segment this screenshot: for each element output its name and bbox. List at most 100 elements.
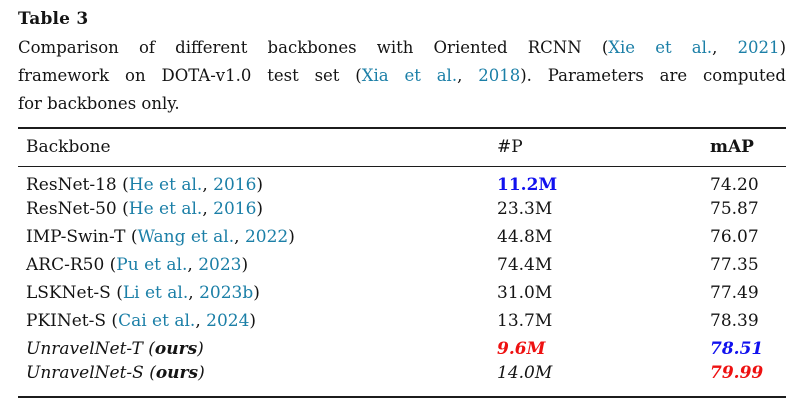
text-segment: )	[256, 198, 264, 219]
text-segment: ,	[712, 38, 738, 57]
text-segment: ,	[188, 282, 200, 303]
map-cell: 76.07	[710, 223, 786, 251]
params-value: 11.2M	[497, 174, 558, 195]
map-value: 77.35	[710, 254, 759, 275]
citation-link[interactable]: 2024	[206, 310, 250, 331]
text-segment: ,	[195, 310, 207, 331]
backbone-cell: UnravelNet-T (ours)	[18, 335, 497, 363]
text-segment: )	[288, 226, 295, 247]
citation-link[interactable]: Xia et al.	[361, 66, 458, 85]
backbone-cell: IMP-Swin-T (Wang et al., 2022)	[18, 223, 497, 251]
text-segment: )	[256, 174, 264, 195]
params-cell: 23.3M	[497, 195, 710, 223]
table-row: ResNet-50 (He et al., 2016) 23.3M 75.87	[18, 195, 786, 223]
column-header-backbone: Backbone	[18, 127, 497, 167]
citation-link[interactable]: He et al.	[128, 174, 203, 195]
map-value: 78.39	[710, 310, 759, 331]
citation-link[interactable]: 2021	[737, 38, 780, 57]
text-segment: )	[241, 254, 249, 275]
text-segment: for backbones only.	[18, 94, 180, 113]
params-cell: 44.8M	[497, 223, 710, 251]
citation-link[interactable]: 2023	[198, 254, 242, 275]
citation-link[interactable]: Li et al.	[122, 282, 189, 303]
params-value: 23.3M	[497, 198, 553, 219]
backbone-cell: LSKNet-S (Li et al., 2023b)	[18, 279, 497, 307]
caption-line: for backbones only.	[18, 90, 786, 118]
citation-link[interactable]: Pu et al.	[116, 254, 188, 275]
map-value: 77.49	[710, 282, 759, 303]
params-value: 44.8M	[497, 226, 553, 247]
map-cell: 77.49	[710, 279, 786, 307]
text-segment: UnravelNet-T (	[26, 338, 155, 359]
column-header-map: mAP	[710, 127, 786, 167]
map-value: 79.99	[710, 362, 764, 383]
citation-link[interactable]: Wang et al.	[137, 226, 235, 247]
citation-link[interactable]: Xie et al.	[608, 38, 713, 57]
citation-link[interactable]: He et al.	[128, 198, 203, 219]
text-segment: ResNet-50 (	[26, 198, 129, 219]
citation-link[interactable]: 2018	[478, 66, 521, 85]
citation-link[interactable]: 2023b	[199, 282, 254, 303]
backbone-comparison-table: Backbone #P mAP ResNet-18 (He et al., 20…	[18, 127, 786, 398]
map-cell: 74.20	[710, 166, 786, 195]
map-value: 78.51	[710, 338, 764, 359]
text-segment: ,	[457, 66, 479, 85]
text-segment: ,	[202, 198, 214, 219]
caption-line: framework on DOTA-v1.0 test set (Xia et …	[18, 62, 786, 90]
map-cell: 78.39	[710, 307, 786, 335]
text-segment: ,	[234, 226, 245, 247]
text-segment: )	[253, 282, 260, 303]
table-row: UnravelNet-S (ours) 14.0M 79.99	[18, 362, 786, 398]
params-value: 14.0M	[497, 362, 553, 383]
citation-link[interactable]: 2016	[213, 198, 257, 219]
caption-line: Comparison of different backbones with O…	[18, 34, 786, 62]
backbone-cell: ResNet-18 (He et al., 2016)	[18, 166, 497, 195]
backbone-cell: ResNet-50 (He et al., 2016)	[18, 195, 497, 223]
params-cell: 74.4M	[497, 251, 710, 279]
table-row: IMP-Swin-T (Wang et al., 2022) 44.8M 76.07	[18, 223, 786, 251]
backbone-cell: PKINet-S (Cai et al., 2024)	[18, 307, 497, 335]
params-value: 13.7M	[497, 310, 553, 331]
table-row: UnravelNet-T (ours) 9.6M 78.51	[18, 335, 786, 363]
table-header-row: Backbone #P mAP	[18, 127, 786, 167]
text-segment: ours	[154, 338, 198, 359]
table-caption: Comparison of different backbones with O…	[18, 34, 786, 118]
text-segment: IMP-Swin-T (	[26, 226, 138, 247]
text-segment: )	[779, 38, 786, 57]
citation-link[interactable]: 2022	[244, 226, 289, 247]
table-row: ARC-R50 (Pu et al., 2023) 74.4M 77.35	[18, 251, 786, 279]
citation-link[interactable]: 2016	[213, 174, 257, 195]
text-segment: LSKNet-S (	[26, 282, 123, 303]
params-value: 31.0M	[497, 282, 553, 303]
backbone-cell: ARC-R50 (Pu et al., 2023)	[18, 251, 497, 279]
params-cell: 9.6M	[497, 335, 710, 363]
text-segment: framework on DOTA-v1.0 test set (	[18, 66, 362, 85]
text-segment: )	[197, 338, 204, 359]
text-segment: ,	[187, 254, 199, 275]
table-row: PKINet-S (Cai et al., 2024) 13.7M 78.39	[18, 307, 786, 335]
text-segment: ARC-R50 (	[26, 254, 117, 275]
params-cell: 13.7M	[497, 307, 710, 335]
params-cell: 11.2M	[497, 166, 710, 195]
map-cell: 77.35	[710, 251, 786, 279]
table-row: LSKNet-S (Li et al., 2023b) 31.0M 77.49	[18, 279, 786, 307]
text-segment: Comparison of different backbones with O…	[18, 38, 609, 57]
text-segment: )	[249, 310, 257, 331]
text-segment: UnravelNet-S (	[26, 362, 156, 383]
text-segment: ours	[155, 362, 199, 383]
params-cell: 14.0M	[497, 362, 710, 398]
citation-link[interactable]: Cai et al.	[118, 310, 196, 331]
table-label: Table 3	[18, 9, 89, 29]
map-value: 74.20	[710, 174, 759, 195]
map-value: 76.07	[710, 226, 759, 247]
text-segment: PKINet-S (	[26, 310, 119, 331]
column-header-params: #P	[497, 127, 710, 167]
params-cell: 31.0M	[497, 279, 710, 307]
map-cell: 79.99	[710, 362, 786, 398]
text-segment: ). Parameters are computed	[520, 66, 786, 85]
text-segment: ,	[202, 174, 214, 195]
map-cell: 78.51	[710, 335, 786, 363]
table-body: ResNet-18 (He et al., 2016) 11.2M 74.20 Res…	[18, 166, 786, 398]
text-segment: ResNet-18 (	[26, 174, 129, 195]
